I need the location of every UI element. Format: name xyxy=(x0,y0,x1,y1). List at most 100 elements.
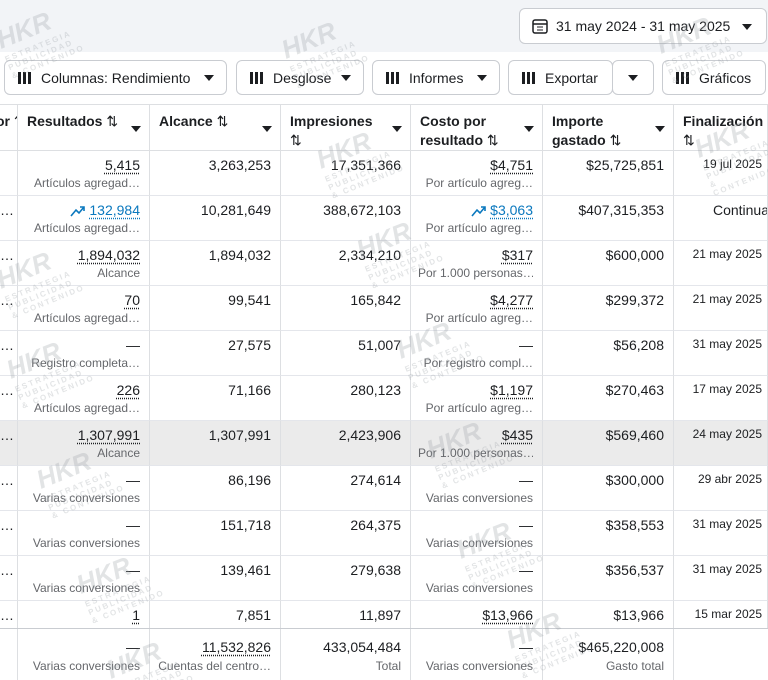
button-label: Gráficos xyxy=(699,69,752,86)
caret xyxy=(477,75,487,81)
total-sublabel: Total xyxy=(375,659,401,673)
cell-value: 29 abr 2025 xyxy=(697,472,762,486)
cell-sublabel: Por artículo agreg… xyxy=(425,401,533,415)
table-cell: $600,000 xyxy=(543,241,674,286)
cell-value: 280,123 xyxy=(350,382,401,398)
table-cell: — Varias conversiones xyxy=(411,466,543,511)
table-cell: $3,063 Por artículo agreg… xyxy=(411,196,543,241)
column-header[interactable]: Impresiones xyxy=(281,104,411,151)
cell-value: $300,000 xyxy=(605,472,664,488)
cell-value: $299,372 xyxy=(605,292,664,308)
caret xyxy=(524,126,534,132)
column-header[interactable]: Importe gastado xyxy=(543,104,674,151)
table-cell: 51,007 xyxy=(281,331,411,376)
cell-value: 86,196 xyxy=(228,472,271,488)
export-dropdown[interactable] xyxy=(612,60,654,95)
calendar-icon xyxy=(532,19,548,34)
table-cell: $569,460 xyxy=(543,421,674,466)
row-name-cell: … xyxy=(0,196,18,241)
row-name-cell: … xyxy=(0,376,18,421)
table-cell: 388,672,103 xyxy=(281,196,411,241)
row-name-cell xyxy=(0,151,18,196)
cell-value: 3,263,253 xyxy=(208,157,271,173)
cell-value: 151,718 xyxy=(220,517,271,533)
table-cell: 3,263,253 xyxy=(150,151,281,196)
date-picker[interactable]: 31 may 2024 - 31 may 2025 xyxy=(519,8,767,44)
button-label: Informes xyxy=(409,69,464,86)
cell-value: 388,672,103 xyxy=(323,202,401,218)
cell-value: 1,307,991 xyxy=(77,427,140,443)
cell-sublabel: Por artículo agreg… xyxy=(425,176,533,190)
table-cell: $317 Por 1.000 personas… xyxy=(411,241,543,286)
totals-cell: — Varias conversiones xyxy=(18,629,150,680)
total-value: $465,220,008 xyxy=(578,639,664,655)
table-cell: 132,984 Artículos agregad… xyxy=(18,196,150,241)
cell-value: $270,463 xyxy=(605,382,664,398)
total-sublabel: Varias conversiones xyxy=(425,659,533,673)
date-range: 31 may 2024 - 31 may 2025 xyxy=(556,18,731,34)
column-header[interactable]: Resultados xyxy=(18,104,150,151)
reports-button[interactable]: Informes xyxy=(372,60,500,95)
column-header[interactable]: or xyxy=(0,104,18,151)
button-icon xyxy=(18,71,31,84)
cell-sublabel: Varias conversiones xyxy=(425,536,533,550)
table-cell: $56,208 xyxy=(543,331,674,376)
cell-value: Continua xyxy=(712,202,768,218)
cell-value: $25,725,851 xyxy=(586,157,664,173)
table-cell: 31 may 2025 xyxy=(674,511,768,556)
header-label: Costo por resultado xyxy=(420,112,515,150)
cell-value: 21 may 2025 xyxy=(692,247,762,261)
column-header[interactable]: Costo por resultado xyxy=(411,104,543,151)
table-cell: — Varias conversiones xyxy=(411,556,543,601)
export-button[interactable]: Exportar xyxy=(508,60,613,95)
table-cell: — Varias conversiones xyxy=(18,511,150,556)
cell-value: $13,966 xyxy=(482,607,533,623)
cell-value: 70 xyxy=(124,292,140,308)
total-sublabel: Varias conversiones xyxy=(32,659,140,673)
table-cell: 71,166 xyxy=(150,376,281,421)
table-cell: 19 jul 2025 xyxy=(674,151,768,196)
trend-icon xyxy=(471,206,486,217)
cell-value: 1 xyxy=(132,607,140,623)
cell-sublabel: Por registro compl… xyxy=(423,356,533,370)
table-cell: 29 abr 2025 xyxy=(674,466,768,511)
cell-value: $13,966 xyxy=(613,607,664,623)
cell-value: 139,461 xyxy=(220,562,271,578)
ellipsis: … xyxy=(0,337,14,353)
ellipsis: … xyxy=(0,292,14,308)
cell-sublabel: Registro completa… xyxy=(31,356,140,370)
caret xyxy=(392,126,402,132)
cell-value: 71,166 xyxy=(228,382,271,398)
total-value: — xyxy=(519,639,533,655)
cell-sublabel: Alcance xyxy=(97,446,140,460)
cell-value: 5,415 xyxy=(104,157,140,173)
charts-button[interactable]: Gráficos xyxy=(662,60,766,95)
table-cell: 1,894,032 xyxy=(150,241,281,286)
button-label: Exportar xyxy=(545,69,598,86)
totals-cell: — Varias conversiones xyxy=(411,629,543,680)
column-header[interactable]: Finalización xyxy=(674,104,768,151)
cell-value: 10,281,649 xyxy=(200,202,271,218)
column-header[interactable]: Alcance xyxy=(150,104,281,151)
cell-sublabel: Por artículo agreg… xyxy=(425,311,533,325)
cell-sublabel: Varias conversiones xyxy=(32,581,140,595)
ellipsis: … xyxy=(0,247,14,263)
breakdown-button[interactable]: Desglose xyxy=(236,60,364,95)
row-name-cell: … xyxy=(0,241,18,286)
table-cell: 1,894,032 Alcance xyxy=(18,241,150,286)
table-cell: $407,315,353 xyxy=(543,196,674,241)
ellipsis: … xyxy=(0,562,14,578)
cell-value: 15 mar 2025 xyxy=(694,607,762,621)
cell-sublabel: Por 1.000 personas… xyxy=(418,446,533,460)
cell-sublabel: Artículos agregad… xyxy=(33,401,140,415)
columns-button[interactable]: Columnas: Rendimiento xyxy=(4,60,227,95)
cell-value: 17 may 2025 xyxy=(692,382,762,396)
totals-row: — Varias conversiones 11,532,826 Cuentas de… xyxy=(0,628,768,680)
table-cell: 165,842 xyxy=(281,286,411,331)
totals-cell: 433,054,484 Total xyxy=(281,629,411,680)
table-cell: 24 may 2025 xyxy=(674,421,768,466)
cell-value: 51,007 xyxy=(358,337,401,353)
ellipsis: … xyxy=(0,427,14,443)
header-label: Importe gastado xyxy=(552,112,647,150)
row-name-cell: … xyxy=(0,466,18,511)
